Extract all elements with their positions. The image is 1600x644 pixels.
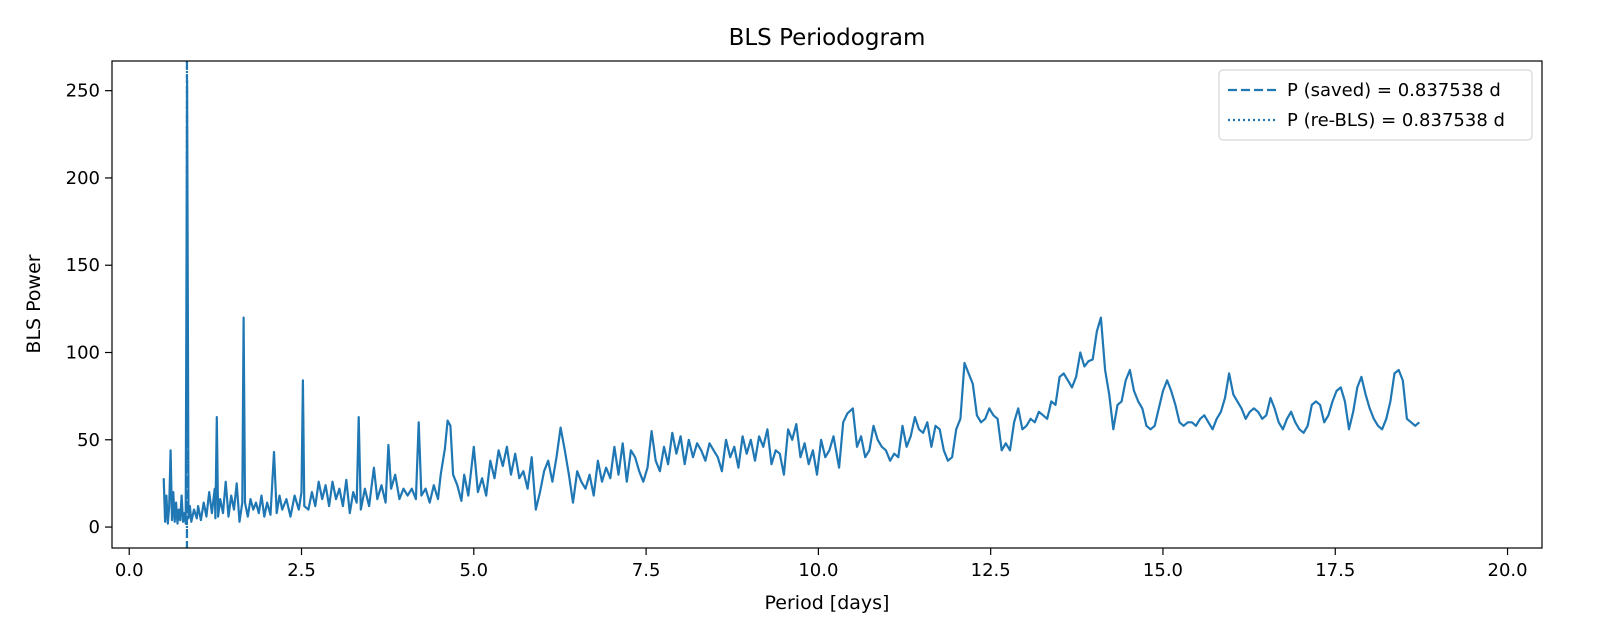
series-line-bls-power [162, 79, 1421, 525]
x-axis-ticks: 0.0 2.5 5.0 7.5 10.0 12.5 15.0 17.5 20.0 [115, 548, 1528, 581]
y-tick-label: 100 [66, 343, 100, 364]
x-tick-label: 2.5 [287, 560, 316, 581]
x-tick-label: 10.0 [798, 560, 838, 581]
y-tick-label: 150 [66, 255, 100, 276]
x-tick-label: 5.0 [459, 560, 488, 581]
y-tick-label: 200 [66, 168, 100, 189]
plot-area [162, 61, 1421, 548]
x-tick-label: 15.0 [1143, 560, 1183, 581]
x-tick-label: 20.0 [1488, 560, 1528, 581]
x-axis-label: Period [days] [765, 592, 890, 614]
y-tick-label: 50 [77, 430, 100, 451]
legend-label-saved: P (saved) = 0.837538 d [1287, 80, 1501, 101]
x-tick-label: 0.0 [115, 560, 144, 581]
x-tick-label: 7.5 [632, 560, 661, 581]
x-tick-label: 12.5 [971, 560, 1011, 581]
y-axis-ticks: 0 50 100 150 200 250 [66, 81, 112, 538]
plot-frame [111, 60, 1543, 549]
y-tick-label: 250 [66, 81, 100, 102]
legend: P (saved) = 0.837538 d P (re-BLS) = 0.83… [1218, 69, 1533, 141]
y-tick-label: 0 [89, 517, 100, 538]
chart-title: BLS Periodogram [729, 25, 926, 51]
x-tick-label: 17.5 [1315, 560, 1355, 581]
legend-label-rebls: P (re-BLS) = 0.837538 d [1287, 110, 1505, 131]
legend-box [1218, 69, 1533, 141]
y-axis-label: BLS Power [23, 254, 45, 353]
